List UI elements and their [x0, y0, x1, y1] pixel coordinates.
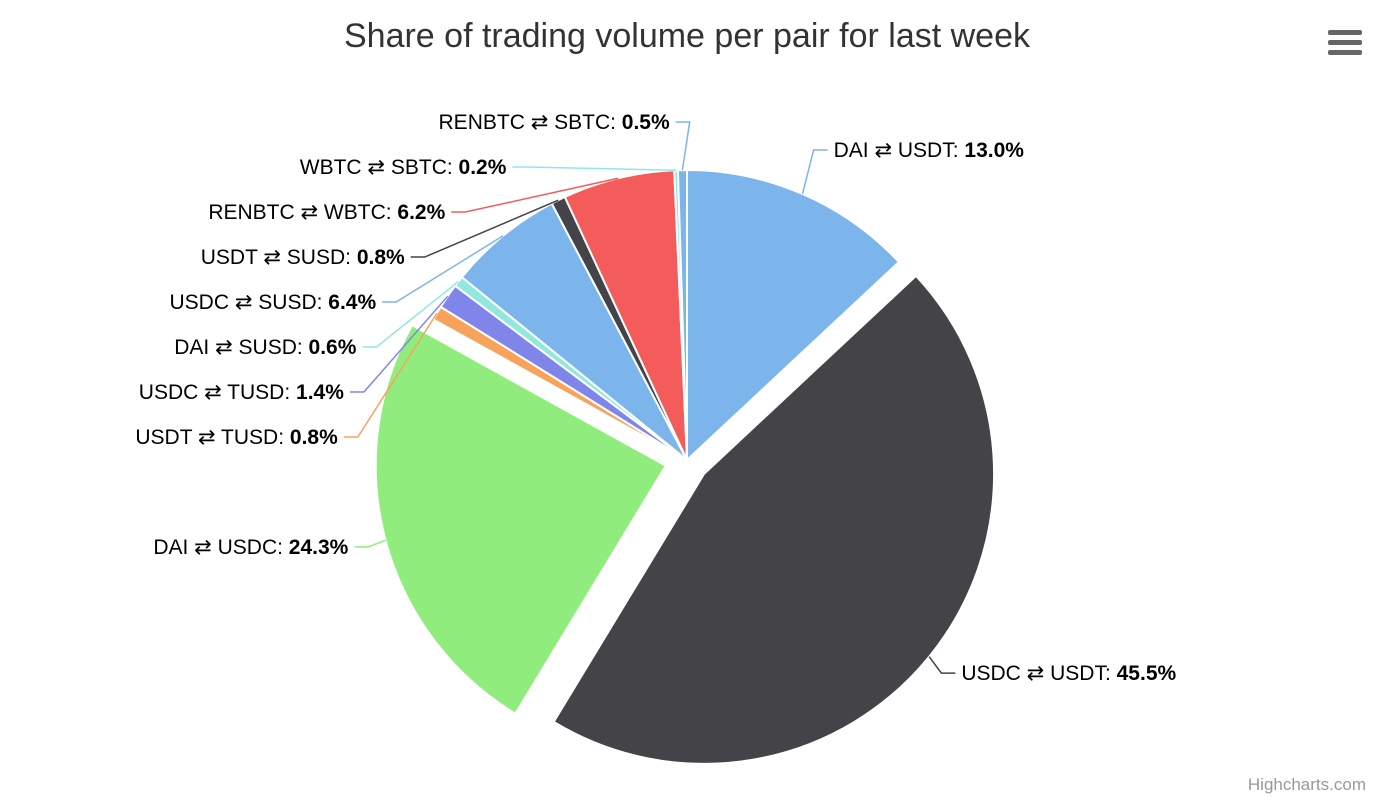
chart-title: Share of trading volume per pair for las… — [344, 17, 1031, 55]
connector-wbtc-sbtc — [512, 166, 677, 171]
connector-usdc-tusd — [349, 295, 449, 393]
data-label-usdc-usdt: USDC ⇄ USDT: 45.5% — [961, 662, 1176, 685]
data-label-dai-usdc: DAI ⇄ USDC: 24.3% — [153, 536, 348, 559]
connector-renbtc-wbtc — [451, 177, 619, 213]
data-label-name: DAI ⇄ USDC: — [153, 536, 288, 559]
data-label-value: 13.0% — [964, 139, 1024, 162]
connector-usdc-usdt — [928, 656, 956, 674]
data-label-usdt-tusd: USDT ⇄ TUSD: 0.8% — [135, 426, 338, 449]
data-label-name: RENBTC ⇄ SBTC: — [439, 111, 622, 134]
connector-usdt-susd — [410, 199, 559, 258]
pie-slices — [374, 168, 996, 765]
data-label-dai-usdt: DAI ⇄ USDT: 13.0% — [834, 139, 1025, 162]
connector-dai-usdt — [801, 149, 828, 195]
pie-slice-renbtc-sbtc[interactable] — [676, 168, 688, 461]
data-label-name: USDT ⇄ TUSD: — [135, 426, 290, 449]
data-label-name: USDC ⇄ SUSD: — [170, 291, 329, 314]
data-label-name: USDC ⇄ USDT: — [961, 662, 1116, 685]
data-label-usdc-susd: USDC ⇄ SUSD: 6.4% — [170, 291, 377, 314]
connector-usdt-tusd — [343, 312, 438, 438]
data-label-name: USDT ⇄ SUSD: — [201, 246, 357, 269]
credits-link[interactable]: Highcharts.com — [1248, 775, 1366, 794]
connector-usdc-susd — [382, 235, 504, 303]
data-label-name: RENBTC ⇄ WBTC: — [208, 201, 397, 224]
data-label-value: 0.6% — [309, 336, 357, 359]
data-label-renbtc-wbtc: RENBTC ⇄ WBTC: 6.2% — [208, 201, 445, 224]
data-label-value: 0.2% — [459, 156, 507, 179]
data-label-value: 24.3% — [289, 536, 349, 559]
hamburger-menu-icon[interactable] — [1320, 20, 1370, 66]
data-label-name: WBTC ⇄ SBTC: — [300, 156, 459, 179]
data-label-value: 6.2% — [397, 201, 445, 224]
data-label-value: 0.5% — [622, 111, 670, 134]
data-label-value: 45.5% — [1117, 662, 1177, 685]
data-label-name: USDC ⇄ TUSD: — [139, 381, 296, 404]
data-label-usdt-susd: USDT ⇄ SUSD: 0.8% — [201, 246, 405, 269]
label-connectors — [343, 121, 956, 674]
data-label-usdc-tusd: USDC ⇄ TUSD: 1.4% — [139, 381, 344, 404]
data-label-wbtc-sbtc: WBTC ⇄ SBTC: 0.2% — [300, 156, 507, 179]
connector-renbtc-sbtc — [675, 121, 691, 171]
connector-dai-susd — [362, 280, 459, 348]
pie-slice-usdc-usdt[interactable] — [552, 274, 996, 765]
data-label-name: DAI ⇄ SUSD: — [174, 336, 308, 359]
data-label-value: 0.8% — [290, 426, 338, 449]
data-labels: DAI ⇄ USDT: 13.0% USDC ⇄ USDT: 45.5% DAI ⇄… — [135, 111, 1176, 685]
data-label-value: 1.4% — [296, 381, 344, 404]
data-label-name: DAI ⇄ USDT: — [834, 139, 965, 162]
data-label-value: 6.4% — [328, 291, 376, 314]
data-label-renbtc-sbtc: RENBTC ⇄ SBTC: 0.5% — [439, 111, 670, 134]
pie-slice-dai-usdt[interactable] — [686, 168, 901, 463]
data-label-value: 0.8% — [357, 246, 405, 269]
connector-dai-usdc — [354, 539, 386, 548]
data-label-dai-susd: DAI ⇄ SUSD: 0.6% — [174, 336, 356, 359]
